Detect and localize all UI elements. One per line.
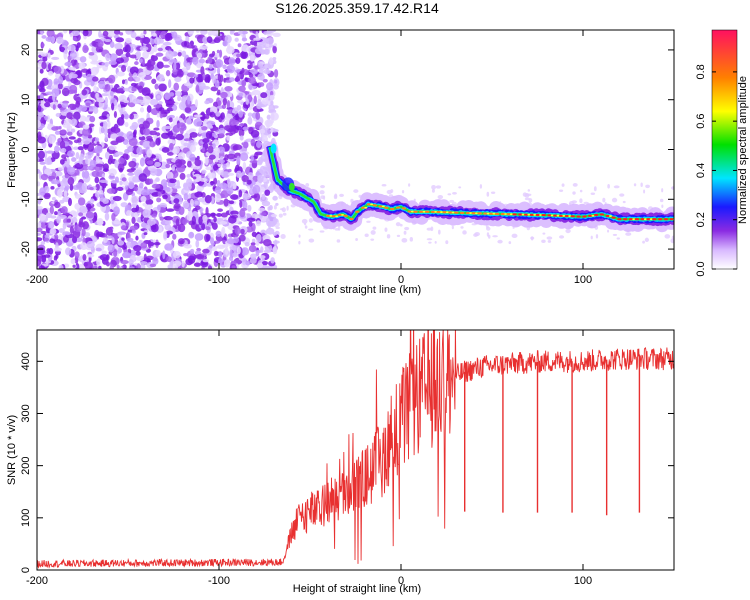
- snr-y-tick-label: 100: [20, 509, 32, 527]
- spectrogram-x-tick-label: 0: [398, 274, 404, 286]
- spectrogram-y-tick-label: -10: [20, 191, 32, 207]
- snr-x-tick-label: -100: [208, 575, 230, 587]
- snr-panel: -200 -100 0 100 0 100 200 300 400 Height of stra…: [6, 329, 675, 595]
- colorbar-label: Normalized spectral amplitude: [737, 76, 749, 224]
- spectrogram-x-label: Height of straight line (km): [293, 284, 421, 296]
- spectrogram-content: [37, 30, 674, 269]
- spectrogram-y-tick-label: 0: [20, 146, 32, 152]
- spectrogram-y-tick-label: 20: [20, 44, 32, 56]
- snr-x-label: Height of straight line (km): [293, 583, 421, 595]
- snr-y-tick-label: 200: [20, 456, 32, 474]
- spectrogram-y-tick-label: 10: [20, 94, 32, 106]
- snr-x-tick-label: 0: [398, 575, 404, 587]
- snr-x-tick-label: 100: [574, 575, 592, 587]
- colorbar: 0.0 0.2 0.4 0.6 0.8 Normalized spectral ampl…: [695, 29, 749, 277]
- colorbar-tick-label: 0.4: [695, 163, 707, 178]
- colorbar-ticks: 0.0 0.2 0.4 0.6 0.8: [695, 64, 737, 277]
- noise-speckle: [37, 30, 674, 269]
- snr-y-tick-label: 300: [20, 404, 32, 422]
- snr-content: [37, 330, 674, 569]
- snr-y-label: SNR (10 * v/v): [6, 415, 18, 485]
- snr-frame: [36, 329, 675, 571]
- snr-y-tick-label: 0: [20, 567, 32, 573]
- snr-series-line: [37, 330, 674, 569]
- colorbar-gradient: [711, 29, 738, 270]
- spectrogram-x-tick-label: 100: [574, 274, 592, 286]
- colorbar-tick-label: 0.6: [695, 114, 707, 129]
- spectrogram-y-label: Frequency (Hz): [6, 112, 18, 188]
- chart-title: S126.2025.359.17.42.R14: [275, 0, 439, 16]
- colorbar-tick-label: 0.8: [695, 64, 707, 79]
- snr-y-tick-label: 400: [20, 352, 32, 370]
- snr-axes: -200 -100 0 100 0 100 200 300 400: [20, 330, 674, 587]
- spectrogram-y-tick-label: -20: [20, 241, 32, 257]
- spectrogram-x-tick-label: -200: [26, 274, 48, 286]
- snr-x-tick-label: -200: [26, 575, 48, 587]
- colorbar-tick-label: 0.0: [695, 261, 707, 276]
- signal-track: [263, 141, 674, 233]
- colorbar-tick-label: 0.2: [695, 212, 707, 227]
- spectrogram-x-tick-label: -100: [208, 274, 230, 286]
